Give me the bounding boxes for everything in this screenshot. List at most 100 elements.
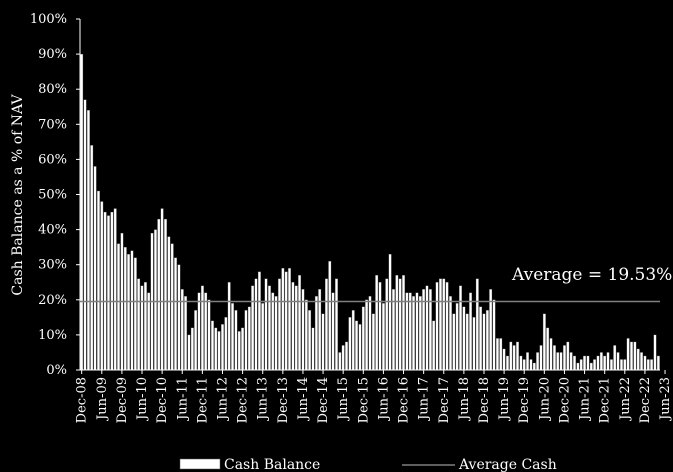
bar bbox=[190, 327, 194, 371]
bar bbox=[288, 268, 291, 371]
bar bbox=[167, 236, 171, 371]
bar bbox=[274, 296, 278, 371]
bar bbox=[526, 352, 529, 371]
x-tick-label: Jun-23 bbox=[658, 377, 673, 422]
x-tick-label: Jun-13 bbox=[256, 377, 271, 422]
bar bbox=[532, 362, 536, 371]
bar bbox=[264, 278, 268, 371]
bar bbox=[512, 345, 516, 371]
bar bbox=[86, 110, 90, 371]
bar bbox=[539, 345, 543, 371]
x-tick-label: Jun-20 bbox=[537, 377, 552, 422]
bar bbox=[519, 355, 523, 371]
bar bbox=[495, 338, 499, 371]
x-tick-label: Dec-15 bbox=[356, 377, 371, 423]
bar bbox=[174, 257, 177, 371]
bar bbox=[646, 359, 650, 371]
bar bbox=[284, 271, 288, 371]
bar bbox=[358, 324, 362, 371]
bar bbox=[506, 355, 509, 371]
bar bbox=[569, 352, 573, 371]
bar bbox=[415, 292, 419, 371]
bar bbox=[522, 359, 526, 371]
y-tick-label: 70% bbox=[38, 117, 67, 132]
bar bbox=[298, 275, 302, 371]
bar bbox=[502, 348, 506, 371]
y-axis-ticks: 0% 10% 20% 30% 40% 50% 60% 70% 80% 90% 100% bbox=[30, 12, 80, 378]
bar bbox=[177, 264, 181, 371]
x-tick-label: Jun-21 bbox=[578, 377, 593, 422]
bar bbox=[606, 352, 610, 371]
bar bbox=[398, 278, 402, 371]
bar bbox=[381, 303, 385, 371]
bar bbox=[579, 359, 583, 371]
bar bbox=[573, 355, 576, 371]
bar bbox=[402, 275, 405, 371]
x-tick-label: Jun-15 bbox=[336, 377, 351, 422]
x-tick-label: Dec-18 bbox=[477, 377, 492, 423]
bar bbox=[613, 345, 617, 371]
x-tick-label: Dec-21 bbox=[598, 377, 613, 423]
bar bbox=[556, 352, 560, 371]
bar bbox=[133, 257, 137, 371]
bar bbox=[184, 296, 188, 371]
x-tick-label: Dec-13 bbox=[276, 377, 291, 423]
bar bbox=[324, 278, 328, 371]
x-tick-label: Dec-10 bbox=[155, 377, 170, 423]
bar bbox=[130, 250, 134, 371]
x-tick-label: Dec-11 bbox=[195, 377, 210, 423]
y-tick-label: 90% bbox=[38, 47, 67, 62]
bar bbox=[278, 278, 281, 371]
bar bbox=[154, 229, 157, 371]
x-tick-label: Jun-09 bbox=[95, 377, 110, 422]
bar bbox=[485, 310, 489, 371]
bar bbox=[475, 278, 479, 371]
x-tick-label: Jun-14 bbox=[296, 377, 311, 422]
x-tick-label: Dec-12 bbox=[236, 377, 251, 423]
bar bbox=[395, 275, 399, 371]
bar bbox=[596, 355, 600, 371]
x-axis-ticks: Dec-08 Jun-09 Dec-09 Jun-10 Dec-10 Jun-11 Dec-… bbox=[75, 370, 673, 423]
x-tick-label: Dec-17 bbox=[437, 377, 452, 423]
bar bbox=[308, 310, 312, 371]
bar bbox=[194, 310, 198, 371]
bar bbox=[640, 352, 643, 371]
bar bbox=[552, 345, 556, 371]
bar bbox=[643, 355, 647, 371]
bar bbox=[542, 313, 546, 371]
y-tick-label: 30% bbox=[38, 258, 67, 273]
bar-series bbox=[80, 53, 660, 371]
y-tick-label: 100% bbox=[30, 12, 67, 27]
bar bbox=[113, 208, 117, 371]
y-tick-label: 10% bbox=[38, 328, 67, 343]
bar bbox=[529, 359, 533, 371]
bar bbox=[418, 296, 422, 371]
bar bbox=[137, 278, 141, 371]
bar bbox=[469, 292, 473, 371]
y-axis-label: Cash Balance as a % of NAV bbox=[10, 94, 26, 296]
bar bbox=[462, 306, 466, 371]
bar bbox=[412, 296, 416, 371]
bar bbox=[620, 359, 623, 371]
bar bbox=[355, 320, 359, 371]
bar bbox=[438, 278, 442, 371]
bar bbox=[221, 324, 224, 371]
bar bbox=[388, 254, 392, 371]
bar bbox=[187, 334, 191, 371]
bar bbox=[123, 246, 127, 371]
bar bbox=[365, 299, 369, 371]
x-tick-label: Dec-20 bbox=[557, 377, 572, 423]
bar bbox=[378, 282, 382, 371]
bar bbox=[435, 282, 439, 371]
bar bbox=[375, 275, 379, 371]
bar bbox=[83, 99, 87, 371]
y-tick-label: 50% bbox=[38, 188, 67, 203]
bar bbox=[247, 306, 251, 371]
axes bbox=[79, 19, 660, 371]
legend-label-cash-balance: Cash Balance bbox=[224, 457, 320, 472]
bar bbox=[90, 145, 94, 371]
bar bbox=[237, 331, 241, 371]
bar bbox=[546, 327, 550, 371]
bar bbox=[633, 341, 637, 371]
